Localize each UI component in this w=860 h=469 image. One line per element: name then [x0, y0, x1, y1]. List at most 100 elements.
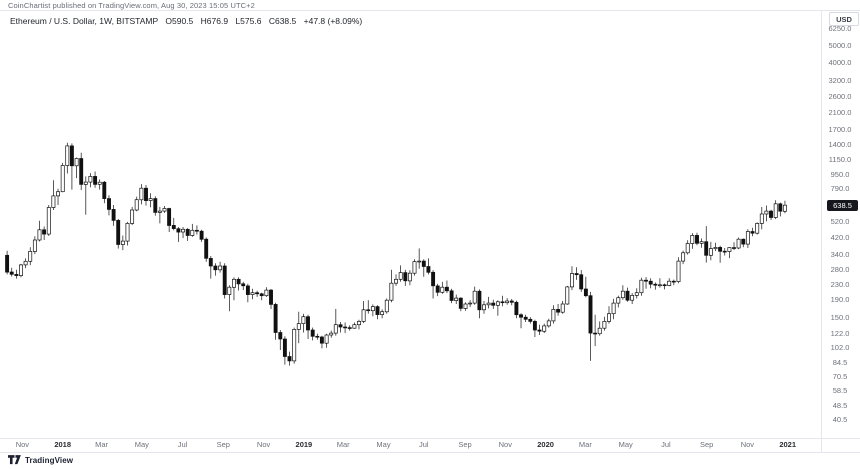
price-axis[interactable]: 6250.0 5000.0 4000.0 3200.0 2600.0 2100.0 1700… — [822, 10, 860, 438]
price-tick-label: 1400.0 — [828, 139, 852, 149]
candle — [144, 187, 148, 201]
price-tick-label: 190.0 — [830, 294, 850, 304]
candle — [449, 290, 454, 301]
time-axis[interactable]: Nov 2018 Mar May Jul Sep Nov 2019 Mar May Jul Sep No… — [0, 439, 820, 451]
candle — [107, 198, 111, 210]
footer-divider — [0, 452, 860, 453]
candle — [139, 187, 144, 201]
tradingview-footer-link[interactable]: TradingView — [8, 455, 73, 465]
price-tick-label: 4000.0 — [828, 58, 852, 68]
candle — [130, 209, 135, 224]
price-tick-label: 84.5 — [832, 357, 848, 367]
time-axis-month-label: Jul — [661, 440, 671, 449]
price-tick-label: 1150.0 — [828, 155, 852, 164]
candle — [232, 278, 236, 288]
candle — [361, 309, 366, 322]
price-tick-label: 230.0 — [830, 280, 850, 289]
candle — [227, 286, 232, 295]
candle — [111, 209, 116, 221]
candle — [523, 316, 528, 320]
candle — [241, 283, 246, 287]
candle — [565, 286, 570, 305]
candle — [370, 306, 375, 312]
candle — [491, 302, 496, 306]
candle — [250, 292, 255, 295]
published-info: CoinChartist published on TradingView.co… — [8, 1, 255, 10]
time-axis-month-label: Nov — [740, 440, 755, 449]
candle — [472, 290, 477, 304]
candle — [648, 280, 653, 285]
time-axis-year-label: 2020 — [537, 440, 554, 449]
candle — [28, 251, 33, 262]
time-axis-month-label: Nov — [15, 440, 30, 449]
candle — [56, 191, 60, 197]
candle — [778, 203, 783, 212]
time-axis-year-label: 2021 — [779, 440, 797, 449]
candle — [468, 302, 473, 305]
ohlc-low: L575.6 — [235, 16, 262, 26]
price-tick-label: 520.0 — [830, 216, 850, 226]
candle — [292, 329, 297, 362]
candle — [199, 230, 204, 240]
candle — [634, 292, 639, 296]
candle — [593, 332, 598, 335]
candle — [287, 356, 292, 362]
candle — [366, 309, 371, 312]
candle — [699, 241, 704, 244]
candle — [319, 336, 324, 344]
candle — [671, 280, 676, 283]
candle — [597, 327, 602, 335]
candle — [185, 228, 190, 236]
candle — [440, 286, 445, 293]
candle — [532, 321, 537, 331]
ohlc-open: O590.5 — [165, 16, 194, 26]
candle — [570, 273, 574, 288]
price-tick-label: 1700.0 — [828, 124, 852, 134]
candle — [171, 225, 176, 229]
price-tick-label: 340.0 — [830, 249, 850, 259]
candle — [236, 278, 241, 285]
ohlc-high: H676.9 — [200, 16, 229, 26]
chart-legend[interactable]: Ethereum / U.S. Dollar, 1W, BITSTAMP O59… — [10, 16, 362, 26]
time-axis-month-label: Mar — [336, 440, 350, 449]
price-tick-label: 6250.0 — [828, 23, 852, 33]
candle — [282, 338, 287, 357]
candle — [403, 272, 408, 282]
candle — [42, 229, 47, 235]
price-tick-label: 58.5 — [832, 386, 848, 396]
price-tick-label: 2600.0 — [828, 91, 852, 101]
price-tick-label: 102.0 — [830, 343, 850, 353]
candle — [560, 303, 565, 313]
candle — [482, 304, 486, 311]
candle — [509, 300, 514, 303]
candle — [347, 327, 352, 329]
candle — [546, 320, 551, 327]
candle — [695, 235, 699, 244]
time-axis-month-label: Sep — [458, 440, 472, 449]
candle — [644, 279, 648, 282]
candle — [741, 238, 746, 245]
candle — [51, 195, 56, 208]
time-axis-month-label: May — [376, 440, 391, 449]
candle — [389, 282, 394, 301]
candle — [782, 204, 787, 212]
candle — [32, 239, 37, 252]
tradingview-logo-text: TradingView — [25, 455, 74, 465]
candle — [181, 228, 185, 233]
candle — [773, 203, 778, 218]
candle — [357, 321, 361, 326]
candle — [176, 228, 181, 233]
tradingview-logo-icon — [8, 455, 21, 465]
candle — [690, 235, 695, 244]
candle — [162, 208, 167, 212]
candle — [301, 316, 306, 324]
time-axis-month-label: Mar — [578, 440, 592, 449]
candle — [755, 223, 760, 234]
candle — [148, 198, 153, 201]
candle — [213, 265, 218, 271]
candle — [602, 321, 607, 329]
candle — [278, 332, 283, 340]
candle — [296, 323, 301, 330]
candle — [556, 309, 561, 313]
